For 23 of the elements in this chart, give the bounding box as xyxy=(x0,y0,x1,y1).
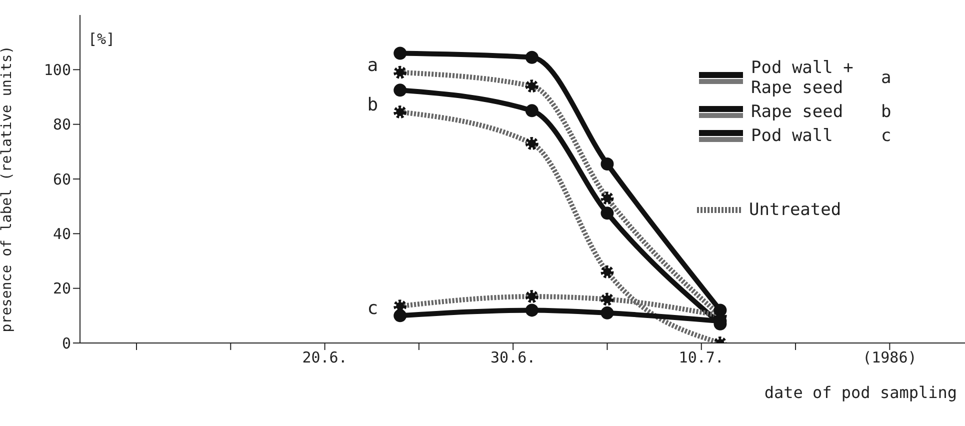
annotation: b xyxy=(881,102,892,122)
y-tick-label: 100 xyxy=(44,60,71,79)
y-tick-label: 20 xyxy=(52,280,71,298)
legend-label: Untreated xyxy=(749,200,842,220)
annotation: Pod wall xyxy=(751,126,834,146)
x-tick-label: 10.7. xyxy=(678,348,724,367)
y-tick-label: 0 xyxy=(62,334,71,352)
x-tick-label: 20.6. xyxy=(302,348,348,367)
annotation: [%] xyxy=(88,30,116,48)
y-tick-label: 60 xyxy=(52,170,71,188)
annotation: b xyxy=(367,94,378,116)
annotation: Pod wall + Rape seed xyxy=(751,58,854,98)
x-tick-label: (1986) xyxy=(862,348,917,367)
annotation: a xyxy=(881,68,892,88)
y-tick-label: 80 xyxy=(52,116,71,134)
annotation: a xyxy=(367,54,378,76)
annotation: c xyxy=(367,298,378,320)
x-axis-title: date of pod sampling xyxy=(764,383,957,402)
y-tick-label: 40 xyxy=(52,224,71,243)
y-axis-title: presence of label (relative units) xyxy=(0,46,15,332)
annotation: c xyxy=(881,126,892,146)
x-tick-label: 30.6. xyxy=(490,348,536,367)
annotation: Rape seed xyxy=(751,102,844,122)
